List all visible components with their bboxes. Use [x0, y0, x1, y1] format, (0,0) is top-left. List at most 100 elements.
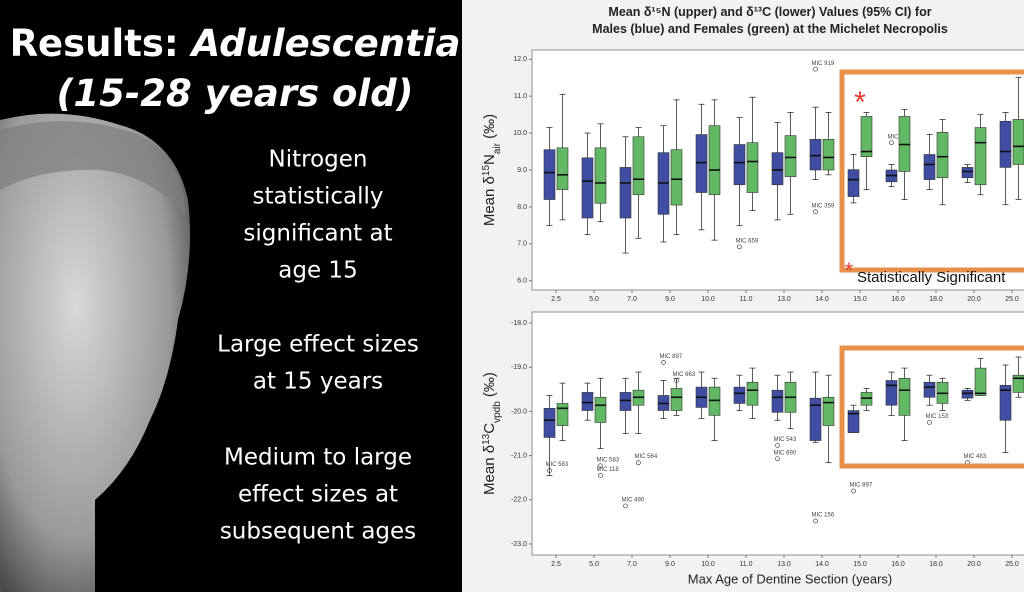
outlier-label: MIC 897: [660, 354, 683, 360]
highlight-box: [839, 69, 1024, 273]
box: [961, 389, 974, 399]
outlier-label: MIC 156: [812, 513, 835, 519]
outlier-label: MIC 583: [546, 462, 569, 468]
x-tick-label: 13.0: [777, 561, 791, 568]
y-tick-label: -20.0: [511, 408, 527, 415]
bullet-points: Nitrogen statistically significant at age 1…: [217, 147, 419, 545]
y-tick-label: 11.0: [514, 93, 527, 100]
box: [543, 149, 556, 200]
box: [594, 147, 607, 204]
outlier-label: MIC 564: [635, 454, 658, 460]
slide-title-line2: (15-28 years old): [57, 72, 414, 115]
title-lead: Results:: [10, 22, 192, 65]
outlier: [598, 463, 603, 469]
x-tick-label: 9.0: [665, 296, 675, 303]
box: [847, 169, 860, 197]
outlier-label: MIC 543: [774, 437, 797, 443]
outlier-label: MIC 490: [622, 498, 645, 504]
box: [581, 392, 594, 411]
x-tick-label: 15.0: [853, 296, 867, 303]
box: [670, 149, 683, 206]
x-tick-label: 10.0: [701, 296, 715, 303]
outlier-label: MIC 583: [597, 457, 620, 463]
y-label-part: (‰): [481, 372, 498, 401]
outlier-label: MIC 897: [850, 483, 873, 489]
x-axis-label: Max Age of Dentine Section (years): [688, 571, 893, 586]
box: [923, 154, 936, 180]
bullet-line: statistically: [252, 184, 383, 210]
y-axis-label: Mean δ13Cvpdb (‰): [481, 372, 503, 495]
outlier-label: MIC 483: [964, 454, 987, 460]
x-tick-label: 5.0: [589, 561, 599, 568]
y-label-part: air: [492, 142, 503, 154]
y-tick-label: 7.0: [517, 241, 527, 248]
plot-frame: [531, 311, 1024, 556]
x-tick-label: 2.5: [551, 296, 561, 303]
y-tick-label: -19.0: [511, 364, 527, 371]
box: [847, 410, 860, 433]
note: Statistically Significant: [857, 269, 1006, 286]
x-tick-label: 11.0: [739, 296, 752, 303]
x-tick-label: 20.0: [967, 296, 981, 303]
y-label-part: C: [481, 423, 498, 434]
bullet-line: subsequent ages: [220, 519, 416, 545]
x-tick-label: 20.0: [967, 561, 981, 568]
bullet-line: significant at: [243, 221, 392, 247]
y-label-part: Mean δ: [481, 176, 498, 226]
y-tick-label: 12.0: [513, 56, 527, 63]
outlier-label: MIC 659: [736, 238, 759, 244]
x-tick-label: 25.0: [1005, 561, 1019, 568]
x-tick-label: 7.0: [627, 296, 637, 303]
x-tick-label: 14.0: [815, 296, 829, 303]
y-tick-label: 9.0: [517, 167, 527, 174]
y-label-part: 15: [481, 165, 492, 177]
x-tick-label: 18.0: [929, 296, 943, 303]
outlier: [813, 518, 818, 524]
box: [708, 386, 721, 416]
highlight-box: [839, 345, 1024, 469]
outlier: [661, 360, 666, 365]
outlier: [737, 244, 742, 250]
y-label-part: N: [481, 154, 498, 165]
note-marker: *: [845, 258, 854, 283]
figure-title: Mean δ¹⁵N (upper) and δ¹³C (lower) Value…: [608, 5, 931, 19]
y-tick-label: -21.0: [511, 452, 527, 459]
box: [619, 167, 632, 219]
x-tick-label: 13.0: [777, 296, 791, 303]
statue-hair: [0, 121, 185, 215]
y-label-part: Mean δ: [481, 445, 498, 495]
bullet-line: at 15 years: [253, 369, 383, 395]
box: [771, 152, 784, 186]
outlier-label: MIC 153: [926, 414, 949, 420]
y-tick-label: -23.0: [511, 541, 527, 548]
outlier: [598, 473, 603, 478]
box: [999, 385, 1012, 421]
x-tick-label: 9.0: [665, 561, 675, 568]
box: [885, 380, 898, 406]
box: [974, 127, 987, 186]
box: [999, 120, 1012, 168]
x-tick-label: 25.0: [1005, 296, 1019, 303]
box: [923, 381, 936, 398]
y-label-part: (‰): [481, 114, 498, 143]
outlier-label: MIC 359: [812, 203, 835, 209]
box: [936, 132, 949, 179]
outlier: [851, 488, 856, 494]
outlier: [813, 66, 818, 72]
box: [581, 157, 594, 219]
statue: [0, 113, 191, 592]
figure-title: Males (blue) and Females (green) at the …: [592, 22, 948, 36]
box: [746, 381, 759, 406]
box: [708, 125, 721, 196]
x-tick-label: 5.0: [589, 296, 599, 303]
box: [632, 136, 645, 196]
outlier: [547, 468, 552, 473]
box: [784, 135, 797, 177]
box: [809, 397, 822, 441]
y-tick-label: -22.0: [511, 497, 527, 504]
outlier: [927, 420, 932, 425]
box: [733, 144, 746, 186]
box: [619, 392, 632, 411]
box: [1012, 374, 1024, 393]
